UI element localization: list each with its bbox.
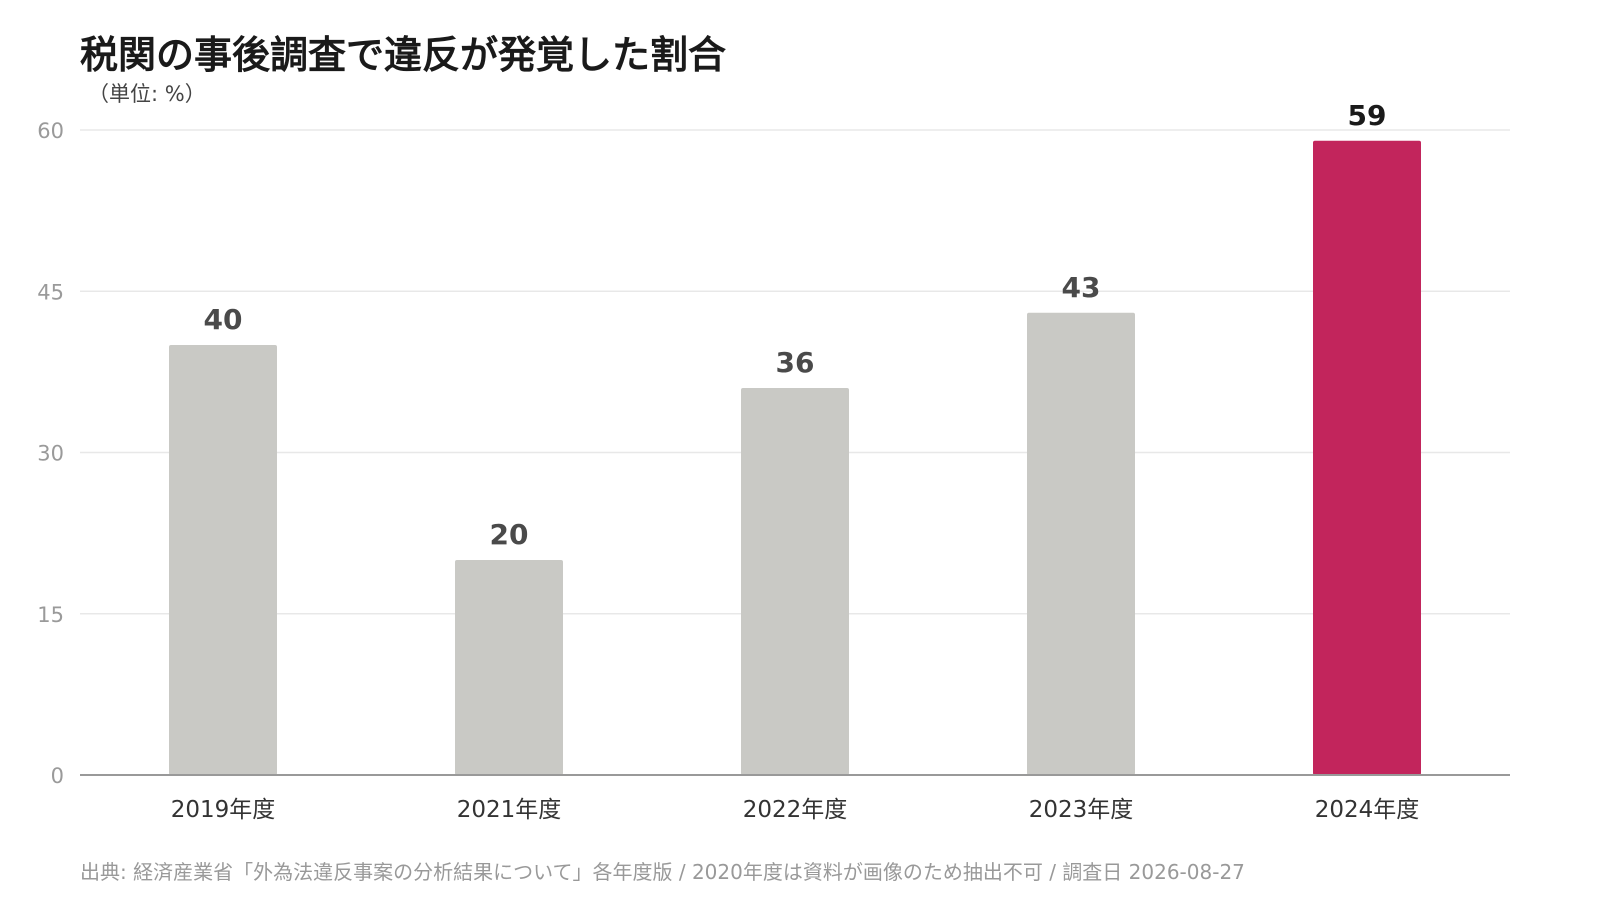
chart-title: 税関の事後調査で違反が発覚した割合 [80,33,727,77]
bar [455,560,563,775]
value-label: 43 [1062,271,1101,304]
value-label: 36 [776,346,815,379]
y-tick-label: 45 [37,280,64,304]
x-category-label: 2021年度 [457,797,562,823]
x-category-label: 2023年度 [1029,797,1134,823]
y-tick-label: 30 [37,442,64,466]
value-label: 59 [1348,99,1387,132]
y-axis-ticks: 0 15 30 45 60 [37,119,64,788]
value-label: 40 [204,303,243,336]
bar [1313,140,1421,775]
x-category-label: 2022年度 [743,797,848,823]
y-tick-label: 15 [37,603,64,627]
chart-unit-subtitle: （単位: %） [88,82,206,106]
x-category-label: 2024年度 [1315,797,1420,823]
x-category-label: 2019年度 [171,797,276,823]
y-tick-label: 60 [37,119,64,143]
y-tick-label: 0 [51,764,64,788]
source-note: 出典: 経済産業省「外為法違反事案の分析結果について」各年度版 / 2020年度… [80,860,1245,884]
value-label: 20 [490,518,529,551]
bar [1027,312,1135,775]
category-labels: 2019年度 2021年度 2022年度 2023年度 2024年度 [171,797,1420,823]
value-labels: 40 20 36 43 59 [204,99,1387,551]
bars [169,140,1421,775]
bar [741,388,849,775]
bar [169,345,277,775]
